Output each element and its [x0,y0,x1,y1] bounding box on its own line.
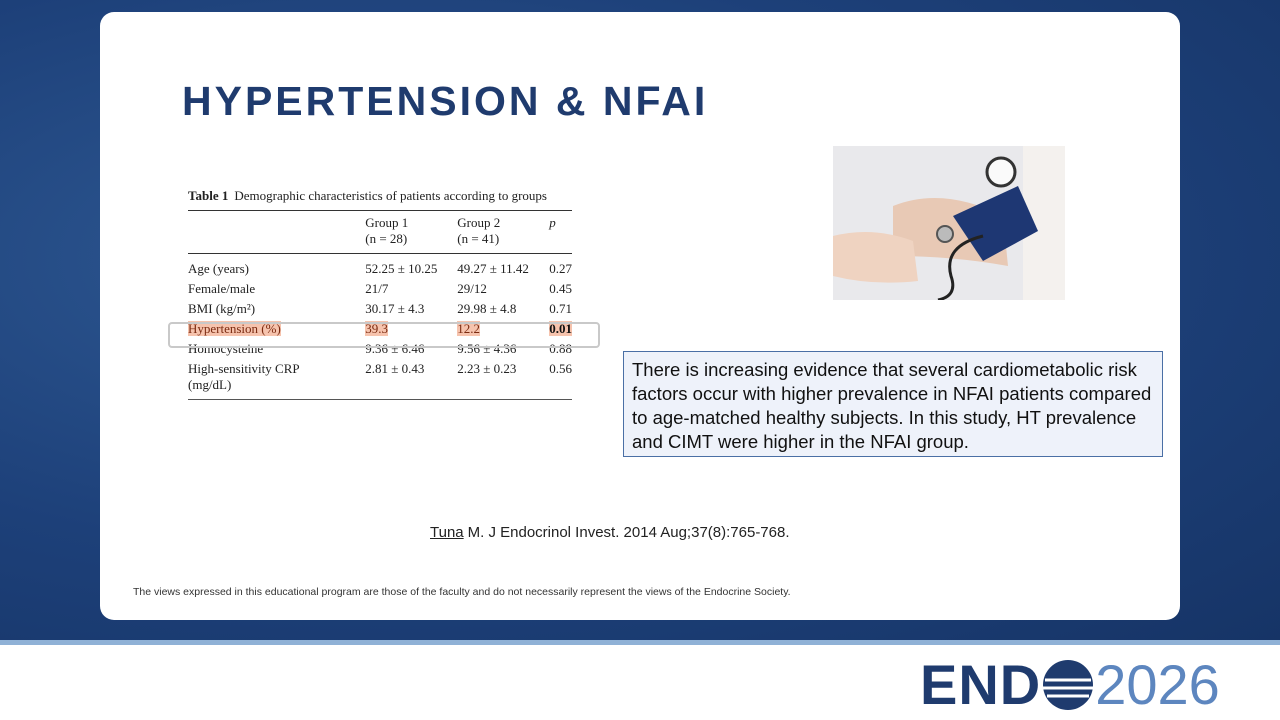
table-block: Table 1 Demographic characteristics of pa… [188,188,572,400]
cell-text: 2.23 ± 0.23 [457,361,517,376]
table-cell: Female/male [188,279,365,299]
header-row: Group 1 (n = 28) Group 2 (n = 41) p [188,210,572,254]
cell-text: 29/12 [457,281,487,296]
table-cell: 49.27 ± 11.42 [457,254,549,280]
cell-text: 29.98 ± 4.8 [457,301,517,316]
cell-text: 30.17 ± 4.3 [365,301,425,316]
cell-text: 0.27 [549,261,572,276]
table-cell: 9.56 ± 4.36 [457,339,549,359]
table-body: Age (years) 52.25 ± 10.25 49.27 ± 11.42 0.2… [188,254,572,400]
table-cell: 30.17 ± 4.3 [365,299,457,319]
header-text: Group 1 [365,215,409,230]
cell-text: BMI (kg/m²) [188,301,256,316]
table-cell: 0.27 [549,254,572,280]
table-cell: 0.88 [549,339,572,359]
table-row: BMI (kg/m²) 30.17 ± 4.3 29.98 ± 4.8 0.71 [188,299,572,319]
cell-text: 12.2 [457,321,480,336]
table-cell: Homocysteine [188,339,365,359]
table-cell: 21/7 [365,279,457,299]
header-cell: p [549,211,572,254]
header-cell: Group 2 (n = 41) [457,211,549,254]
table-cell: Age (years) [188,254,365,280]
note-box: There is increasing evidence that severa… [623,351,1163,457]
table-caption: Table 1 Demographic characteristics of pa… [188,188,572,204]
cell-text: 2.81 ± 0.43 [365,361,425,376]
table-head: Group 1 (n = 28) Group 2 (n = 41) p [188,210,572,254]
disclaimer: The views expressed in this educational … [133,586,791,598]
cell-text: 0.88 [549,341,572,356]
header-text: Group 2 [457,215,501,230]
header-sub: (n = 28) [365,231,408,246]
citation-source: M. J Endocrinol Invest. 2014 Aug;37(8):7… [467,524,790,541]
table-cell: 52.25 ± 10.25 [365,254,457,280]
cell-text: 52.25 ± 10.25 [365,261,438,276]
cell-text: 0.01 [549,321,572,336]
header-sub: (n = 41) [457,231,500,246]
table-cell: 0.01 [549,319,572,339]
logo-right: 2026 [1095,653,1220,716]
header-cell: Group 1 (n = 28) [365,211,457,254]
table-row: High-sensitivity CRP (mg/dL) 2.81 ± 0.43 2… [188,359,572,400]
slide-title: HYPERTENSION & NFAI [182,78,709,124]
caption-text: Demographic characteristics of patients … [234,188,547,203]
citation: Tuna M. J Endocrinol Invest. 2014 Aug;37(… [430,524,790,541]
table-cell: BMI (kg/m²) [188,299,365,319]
logo-left: END [920,653,1042,716]
cell-text: 39.3 [365,321,388,336]
table-cell: 29/12 [457,279,549,299]
table-row: Female/male 21/7 29/12 0.45 [188,279,572,299]
table-cell: 2.81 ± 0.43 [365,359,457,400]
table-cell: 0.45 [549,279,572,299]
cell-text: 0.45 [549,281,572,296]
cell-text: Female/male [188,281,256,296]
slide: HYPERTENSION & NFAI Table 1 Demographic c… [100,12,1180,620]
table-cell: 0.71 [549,299,572,319]
table-cell: 12.2 [457,319,549,339]
logo-globe [1043,660,1094,710]
citation-author: Tuna [430,524,464,541]
highlight-box [168,322,600,348]
cell-text: 21/7 [365,281,389,296]
cell-text: Age (years) [188,261,249,276]
table: Group 1 (n = 28) Group 2 (n = 41) p Age (year… [188,210,572,400]
table-cell: Hypertension (%) [188,319,365,339]
table-cell: 39.3 [365,319,457,339]
cell-text: 9.36 ± 6.46 [365,341,425,356]
table-row: Homocysteine 9.36 ± 6.46 9.56 ± 4.36 0.88 [188,339,572,359]
table-cell: 2.23 ± 0.23 [457,359,549,400]
cell-text: 49.27 ± 11.42 [457,261,529,276]
photo [833,146,1065,300]
table-cell: 0.56 [549,359,572,400]
table-row: Hypertension (%) 39.3 12.2 0.01 [188,319,572,339]
logo: END 2026 [920,655,1220,715]
table-row: Age (years) 52.25 ± 10.25 49.27 ± 11.42 0.2… [188,254,572,280]
cell-text: High-sensitivity CRP (mg/dL) [188,361,300,392]
header-cell [188,211,365,254]
cell-text: 9.56 ± 4.36 [457,341,517,356]
cell-text: Hypertension (%) [188,321,281,336]
table-cell: 9.36 ± 6.46 [365,339,457,359]
cell-text: 0.56 [549,361,572,376]
cell-text: 0.71 [549,301,572,316]
table-label: Table 1 [188,188,229,203]
table-cell: High-sensitivity CRP (mg/dL) [188,359,365,400]
cell-text: Homocysteine [188,341,264,356]
header-text: p [549,215,556,230]
table-cell: 29.98 ± 4.8 [457,299,549,319]
